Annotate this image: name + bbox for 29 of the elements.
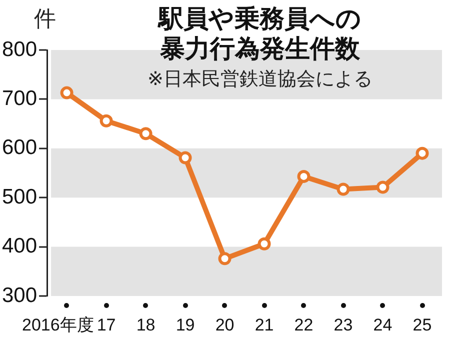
x-tick-label: 24 [373, 316, 392, 335]
y-tick-label: 600 [2, 136, 38, 160]
y-tick-label: 400 [2, 234, 38, 258]
y-tick-label: 300 [2, 284, 38, 307]
y-tick-label: 700 [2, 86, 38, 110]
point [60, 86, 74, 100]
x-tick-label: 23 [334, 316, 353, 335]
y-tick-label: 500 [2, 185, 38, 208]
x-tick-label: 2016年度 [22, 316, 94, 335]
point [218, 252, 232, 266]
point [297, 170, 310, 183]
chart-title: 駅員や乗務員への暴力行為発生件数 [156, 4, 362, 64]
x-tick-label: 21 [254, 316, 274, 335]
point [258, 237, 271, 250]
x-tick-label: 22 [294, 316, 314, 335]
x-tick-label: 25 [412, 316, 432, 335]
point [100, 114, 113, 128]
x-tick-label: 20 [215, 316, 234, 335]
x-tick-label: 18 [136, 316, 156, 335]
point [416, 146, 429, 160]
x-tick-label: 19 [176, 316, 195, 335]
point [178, 151, 192, 164]
y-axis-title: 件 [34, 6, 56, 34]
x-tick-label: 17 [96, 316, 116, 335]
annotation: ※日本民営鉄道協会による [146, 67, 374, 92]
point [336, 182, 350, 196]
point [376, 180, 390, 194]
y-tick-label: 800 [2, 38, 38, 61]
point [139, 127, 152, 140]
